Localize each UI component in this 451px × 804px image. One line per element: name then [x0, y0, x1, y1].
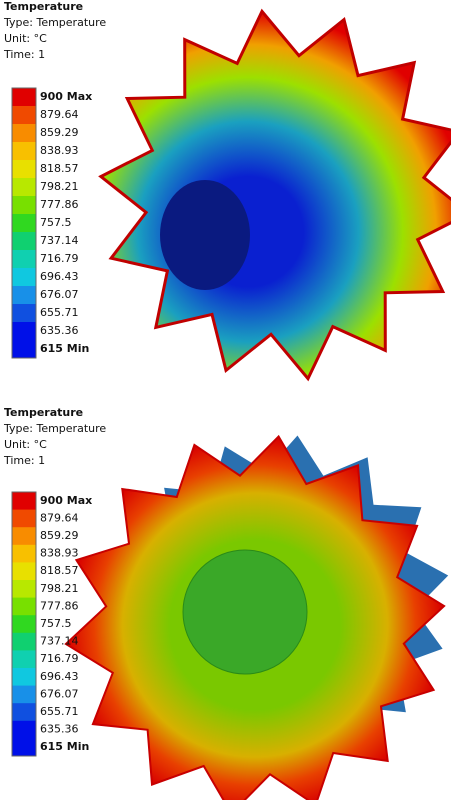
legend-label: 798.21 [40, 582, 79, 595]
legend-label: 757.5 [40, 216, 72, 229]
legend-swatch [12, 597, 36, 616]
unit-line: Unit: °C [4, 32, 47, 45]
hub [160, 180, 250, 290]
legend-label: 879.64 [40, 511, 79, 524]
legend-swatch [12, 214, 36, 233]
legend-label: 615 Min [40, 740, 89, 753]
legend-swatch [12, 720, 36, 739]
legend-swatch [12, 668, 36, 687]
legend-label: 818.57 [40, 162, 79, 175]
legend-swatch [12, 562, 36, 581]
type-line: Type: Temperature [3, 422, 106, 435]
legend-label: 859.29 [40, 529, 79, 542]
legend-swatch [12, 492, 36, 511]
legend-frame [11, 491, 37, 757]
legend-swatch [12, 124, 36, 143]
legend-swatch [12, 286, 36, 305]
legend-swatch [12, 685, 36, 704]
legend-label: 757.5 [40, 617, 72, 630]
time-line: Time: 1 [3, 454, 45, 467]
legend-label: 777.86 [40, 198, 79, 211]
legend-swatch [12, 650, 36, 669]
unit-line: Unit: °C [4, 438, 47, 451]
legend-label: 696.43 [40, 670, 79, 683]
legend-swatch [12, 322, 36, 341]
legend-swatch [12, 196, 36, 215]
legend-swatch [12, 615, 36, 634]
legend-label: 777.86 [40, 599, 79, 612]
legend-label: 655.71 [40, 705, 79, 718]
legend-frame [11, 87, 37, 359]
legend-label: 900 Max [40, 90, 92, 103]
legend-swatch [12, 88, 36, 107]
legend-swatch [12, 232, 36, 251]
legend-label: 900 Max [40, 494, 92, 507]
legend-label: 676.07 [40, 288, 79, 301]
legend-label: 838.93 [40, 144, 79, 157]
legend-label: 879.64 [40, 108, 79, 121]
legend-label: 676.07 [40, 687, 79, 700]
legend-label: 798.21 [40, 180, 79, 193]
legend-label: 635.36 [40, 324, 79, 337]
legend-swatch [12, 142, 36, 161]
legend-swatch [12, 304, 36, 323]
legend-label: 716.79 [40, 652, 79, 665]
title: Temperature [4, 406, 83, 419]
legend-swatch [12, 738, 36, 757]
impeller [98, 8, 451, 382]
legend-swatch [12, 509, 36, 528]
title: Temperature [4, 0, 83, 13]
legend-swatch [12, 268, 36, 287]
legend-swatch [12, 632, 36, 651]
legend-swatch [12, 527, 36, 546]
legend-swatch [12, 340, 36, 359]
legend-label: 818.57 [40, 564, 79, 577]
legend-label: 838.93 [40, 547, 79, 560]
legend-label: 859.29 [40, 126, 79, 139]
labels: Temperature Type: Temperature Unit: °C Time… [3, 0, 106, 757]
turbine-iso-view [98, 8, 451, 382]
legend-label: 615 Min [40, 342, 89, 355]
type-line: Type: Temperature [3, 16, 106, 29]
legend-swatch [12, 106, 36, 125]
legend-label: 737.14 [40, 635, 79, 648]
hub [182, 549, 308, 675]
legend-swatch [12, 178, 36, 197]
legend-label: 635.36 [40, 723, 79, 736]
legend-label: 737.14 [40, 234, 79, 247]
time-line: Time: 1 [3, 48, 45, 61]
legend-label: 696.43 [40, 270, 79, 283]
legend-swatch [12, 160, 36, 179]
legend-swatch [12, 580, 36, 599]
legend-swatch [12, 703, 36, 722]
legend-label: 655.71 [40, 306, 79, 319]
legend-swatch [12, 544, 36, 563]
legend-swatch [12, 250, 36, 269]
legend-label: 716.79 [40, 252, 79, 265]
